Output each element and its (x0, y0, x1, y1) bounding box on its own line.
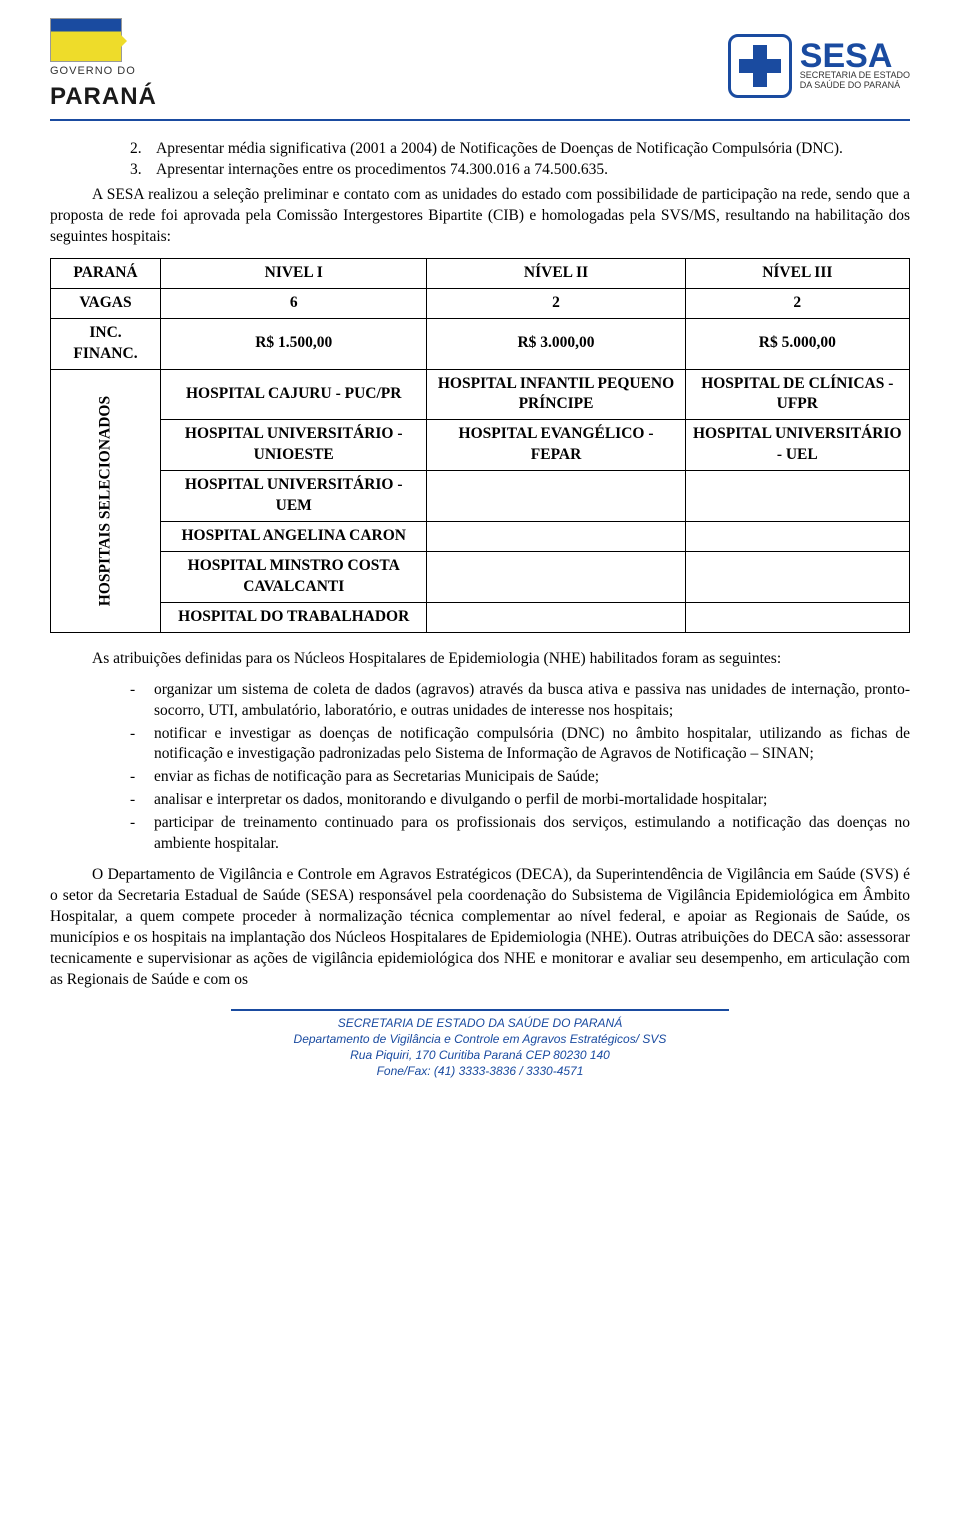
cell-parana: PARANÁ (51, 258, 161, 288)
paragraph-1: A SESA realizou a seleção preliminar e c… (50, 185, 910, 248)
footer-line-3: Rua Piquiri, 170 Curitiba Paraná CEP 802… (231, 1047, 730, 1063)
cell-h2-3 (427, 522, 685, 552)
sesa-logo: SESA SECRETARIA DE ESTADO DA SAÚDE DO PA… (728, 34, 910, 98)
cell-h2-0: HOSPITAL INFANTIL PEQUENO PRÍNCIPE (427, 369, 685, 420)
cell-h3-3 (685, 522, 909, 552)
sesa-sub2: DA SAÚDE DO PARANÁ (800, 81, 900, 90)
table-row-inc: INC. FINANC. R$ 1.500,00 R$ 3.000,00 R$ … (51, 318, 910, 369)
gov-parana-logo: GOVERNO DO PARANÁ (50, 18, 157, 113)
cell-side-label: HOSPITAIS SELECIONADOS (51, 369, 161, 632)
table-row-hosp-0: HOSPITAIS SELECIONADOS HOSPITAL CAJURU -… (51, 369, 910, 420)
paragraph-3-text: O Departamento de Vigilância e Controle … (50, 866, 910, 988)
footer-line-4: Fone/Fax: (41) 3333-3836 / 3330-4571 (231, 1063, 730, 1079)
cell-vagas-1: 6 (161, 288, 427, 318)
cell-vagas-3: 2 (685, 288, 909, 318)
list-item-2: 2. Apresentar média significativa (2001 … (130, 139, 910, 160)
list-text-2: Apresentar média significativa (2001 a 2… (156, 139, 843, 160)
bullet-list: organizar um sistema de coleta de dados … (130, 680, 910, 855)
cell-h1-4: HOSPITAL MINSTRO COSTA CAVALCANTI (161, 551, 427, 602)
cell-h1-5: HOSPITAL DO TRABALHADOR (161, 602, 427, 632)
paragraph-3: O Departamento de Vigilância e Controle … (50, 865, 910, 991)
bullet-3: analisar e interpretar os dados, monitor… (130, 790, 910, 811)
page-header: GOVERNO DO PARANÁ SESA SECRETARIA DE EST… (50, 18, 910, 121)
table-row-vagas: VAGAS 6 2 2 (51, 288, 910, 318)
cell-h2-1: HOSPITAL EVANGÉLICO - FEPAR (427, 420, 685, 471)
cell-h1-0: HOSPITAL CAJURU - PUC/PR (161, 369, 427, 420)
cell-h1-2: HOSPITAL UNIVERSITÁRIO - UEM (161, 471, 427, 522)
list-item-3: 3. Apresentar internações entre os proce… (130, 160, 910, 181)
gov-line1: GOVERNO DO (50, 64, 136, 79)
table-row-hosp-2: HOSPITAL UNIVERSITÁRIO - UEM (51, 471, 910, 522)
cell-nivel3: NÍVEL III (685, 258, 909, 288)
footer-line-2: Departamento de Vigilância e Controle em… (231, 1031, 730, 1047)
bullet-2: enviar as fichas de notificação para as … (130, 767, 910, 788)
list-num-2: 2. (130, 139, 156, 160)
cell-inc-3: R$ 5.000,00 (685, 318, 909, 369)
cell-nivel2: NÍVEL II (427, 258, 685, 288)
cell-h2-2 (427, 471, 685, 522)
table-row-hosp-5: HOSPITAL DO TRABALHADOR (51, 602, 910, 632)
page-footer: SECRETARIA DE ESTADO DA SAÚDE DO PARANÁ … (231, 1009, 730, 1080)
table-row-hosp-1: HOSPITAL UNIVERSITÁRIO - UNIOESTE HOSPIT… (51, 420, 910, 471)
cell-h1-1: HOSPITAL UNIVERSITÁRIO - UNIOESTE (161, 420, 427, 471)
cell-h3-1: HOSPITAL UNIVERSITÁRIO - UEL (685, 420, 909, 471)
bullet-4: participar de treinamento continuado par… (130, 813, 910, 855)
cell-inc-label: INC. FINANC. (51, 318, 161, 369)
table-row-header: PARANÁ NIVEL I NÍVEL II NÍVEL III (51, 258, 910, 288)
parana-flag-icon (50, 18, 122, 62)
table-row-hosp-3: HOSPITAL ANGELINA CARON (51, 522, 910, 552)
cell-h3-4 (685, 551, 909, 602)
cell-vagas-2: 2 (427, 288, 685, 318)
gov-line2: PARANÁ (50, 81, 157, 113)
cell-h1-3: HOSPITAL ANGELINA CARON (161, 522, 427, 552)
cell-h3-5 (685, 602, 909, 632)
health-cross-icon (728, 34, 792, 98)
cell-inc-1: R$ 1.500,00 (161, 318, 427, 369)
list-num-3: 3. (130, 160, 156, 181)
cell-vagas-label: VAGAS (51, 288, 161, 318)
bullet-1: notificar e investigar as doenças de not… (130, 724, 910, 766)
sesa-title: SESA (800, 41, 893, 72)
cell-h2-5 (427, 602, 685, 632)
cell-inc-2: R$ 3.000,00 (427, 318, 685, 369)
cell-h3-0: HOSPITAL DE CLÍNICAS - UFPR (685, 369, 909, 420)
list-text-3: Apresentar internações entre os procedim… (156, 160, 608, 181)
paragraph-2: As atribuições definidas para os Núcleos… (50, 649, 910, 670)
table-row-hosp-4: HOSPITAL MINSTRO COSTA CAVALCANTI (51, 551, 910, 602)
bullet-0: organizar um sistema de coleta de dados … (130, 680, 910, 722)
hospital-table: PARANÁ NIVEL I NÍVEL II NÍVEL III VAGAS … (50, 258, 910, 633)
cell-h3-2 (685, 471, 909, 522)
cell-nivel1: NIVEL I (161, 258, 427, 288)
footer-line-1: SECRETARIA DE ESTADO DA SAÚDE DO PARANÁ (231, 1015, 730, 1031)
cell-h2-4 (427, 551, 685, 602)
